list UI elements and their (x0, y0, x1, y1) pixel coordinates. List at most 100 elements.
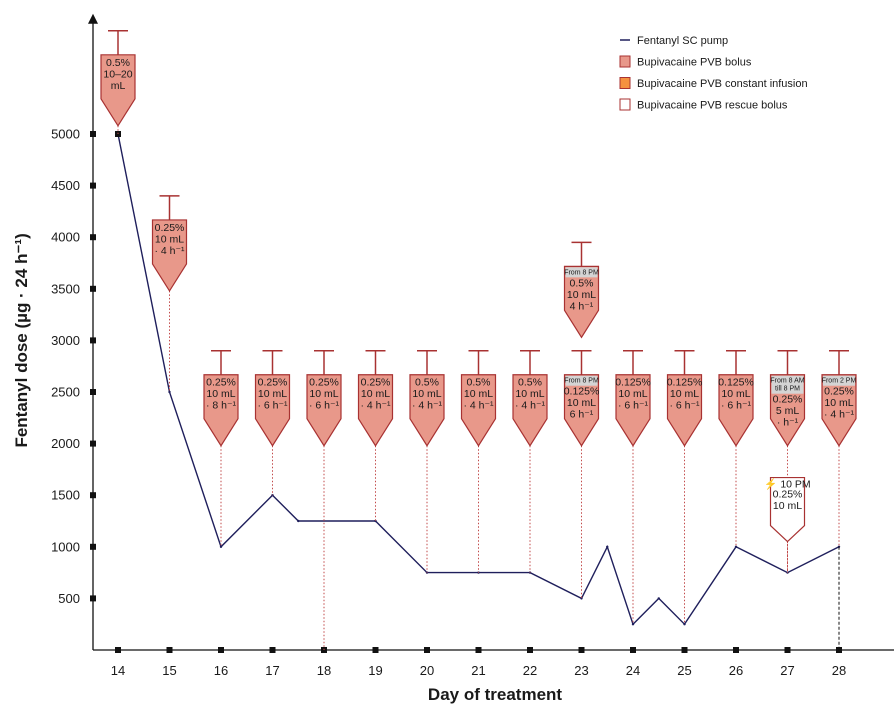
x-tick-label-21: 21 (471, 663, 485, 678)
syringe-label-line: 10 mL (412, 388, 441, 400)
data-point-11 (631, 623, 635, 626)
syringe-label-line: 0.25% (773, 394, 803, 406)
x-tick-26 (733, 647, 739, 653)
x-tick-label-22: 22 (523, 663, 537, 678)
syringe-bolus-day-18-4: 0.25%10 mL· 6 h⁻¹ (306, 349, 342, 650)
syringe-label-line: 0.5% (467, 377, 491, 389)
x-tick-label-20: 20 (420, 663, 434, 678)
x-tick-label-16: 16 (214, 663, 228, 678)
x-tick-label-28: 28 (832, 663, 846, 678)
syringe-body (718, 374, 754, 447)
data-point-5 (374, 519, 377, 523)
x-tick-19 (372, 647, 379, 653)
data-point-13 (683, 623, 686, 626)
syringe-label-line: 10 mL (567, 289, 596, 301)
syringe-bolus-day-15-1: 0.25%10 mL· 4 h⁻¹ (151, 195, 188, 392)
syringe-body (512, 374, 548, 447)
syringe-label-line: 10 mL (515, 388, 544, 400)
legend-swatch-box (619, 98, 631, 111)
syringe-label-line: 0.25% (773, 489, 803, 501)
syringe-bolus-day-23-10: From 8 PM0.5%10 mL4 h⁻¹ (563, 241, 600, 339)
syringe-body (666, 374, 703, 447)
x-tick-25 (681, 647, 688, 653)
x-tick-28 (836, 647, 842, 653)
syringe-body (409, 374, 445, 447)
y-tick-label-2000: 2000 (51, 436, 80, 451)
data-point-2 (219, 545, 223, 548)
syringe-bolus-day-16-2: 0.25%10 mL· 8 h⁻¹ (203, 349, 239, 547)
syringe-bolus-day-17-3: 0.25%10 mL· 6 h⁻¹ (254, 349, 291, 496)
syringe-label-line: · 4 h⁻¹ (412, 400, 443, 412)
y-tick-label-2500: 2500 (51, 385, 80, 400)
syringe-label-line: 10 mL (824, 397, 853, 409)
y-tick-2000 (90, 440, 96, 447)
syringe-label-line: 10 mL (618, 388, 647, 400)
data-point-12 (657, 597, 660, 600)
y-tick-500 (90, 595, 96, 602)
syringe-header-bg (565, 375, 598, 386)
x-tick-21 (475, 647, 482, 653)
syringe-body (769, 476, 806, 543)
syringe-body (254, 374, 291, 447)
x-tick-label-15: 15 (162, 663, 176, 678)
legend-label-1: Bupivacaine PVB bolus (637, 57, 752, 69)
x-tick-20 (424, 647, 430, 653)
y-tick-4500 (90, 182, 96, 189)
syringe-label-line: 4 h⁻¹ (570, 300, 594, 312)
syringe-body (357, 374, 394, 447)
syringe-header-bg (771, 375, 804, 394)
data-point-1 (168, 390, 171, 394)
data-point-9 (580, 597, 583, 600)
syringe-bolus-day-26-13: 0.125%10 mL· 6 h⁻¹ (718, 349, 754, 547)
syringe-label-line: · 6 h⁻¹ (669, 400, 700, 412)
syringe-label-line: 10 mL (721, 388, 750, 400)
y-tick-5000 (90, 131, 96, 137)
syringe-body (460, 374, 497, 447)
x-tick-24 (630, 647, 636, 653)
syringe-label-line: · 8 h⁻¹ (206, 400, 237, 412)
syringe-label-line: · h⁻¹ (777, 417, 799, 429)
y-tick-label-5000: 5000 (51, 127, 80, 142)
syringe-body (306, 374, 342, 447)
x-tick-label-19: 19 (368, 663, 382, 678)
syringe-header-text: From 2 PM (822, 378, 857, 385)
legend-label-0: Fentanyl SC pump (637, 35, 728, 47)
x-tick-label-17: 17 (265, 663, 279, 678)
syringe-body (563, 265, 600, 339)
syringe-label-line: · 4 h⁻¹ (824, 409, 855, 421)
syringe-label-line: · 6 h⁻¹ (309, 400, 340, 412)
syringe-label-line: 0.5% (518, 377, 542, 389)
syringe-body (151, 219, 188, 293)
syringe-label-line: 10–20 (103, 68, 132, 80)
syringe-label-line: · 6 h⁻¹ (721, 400, 752, 412)
syringe-label-line: 0.25% (309, 377, 339, 389)
y-tick-label-1000: 1000 (51, 539, 80, 554)
y-tick-4000 (90, 234, 96, 241)
x-tick-15 (166, 647, 173, 653)
syringe-label-line: 0.25% (206, 377, 236, 389)
syringe-label-line: 0.25% (824, 386, 854, 398)
y-tick-1500 (90, 492, 96, 499)
syringe-bolus-day-19-5: 0.25%10 mL· 4 h⁻¹ (357, 349, 394, 521)
syringe-label-line: 0.25% (155, 222, 185, 234)
y-tick-label-3000: 3000 (51, 333, 80, 348)
y-tick-label-4000: 4000 (51, 230, 80, 245)
y-tick-2500 (90, 389, 96, 395)
syringe-rescue-day-27-16: ⚡ 10 PM0.25%10 mL (764, 476, 811, 573)
data-point-10 (606, 545, 609, 548)
syringe-bolus-day-24-11: 0.125%10 mL· 6 h⁻¹ (615, 349, 651, 625)
syringe-label-line: 0.5% (415, 377, 439, 389)
y-tick-1000 (90, 543, 96, 550)
x-tick-label-18: 18 (317, 663, 331, 678)
x-tick-label-23: 23 (574, 663, 588, 678)
legend-label-3: Bupivacaine PVB rescue bolus (637, 100, 788, 112)
x-tick-27 (784, 647, 791, 653)
y-tick-label-1500: 1500 (51, 488, 80, 503)
syringe-label-line: 0.125% (564, 386, 600, 398)
syringe-label-line: 10 mL (258, 388, 287, 400)
y-tick-label-500: 500 (58, 591, 80, 606)
syringe-header-bg (823, 375, 855, 386)
